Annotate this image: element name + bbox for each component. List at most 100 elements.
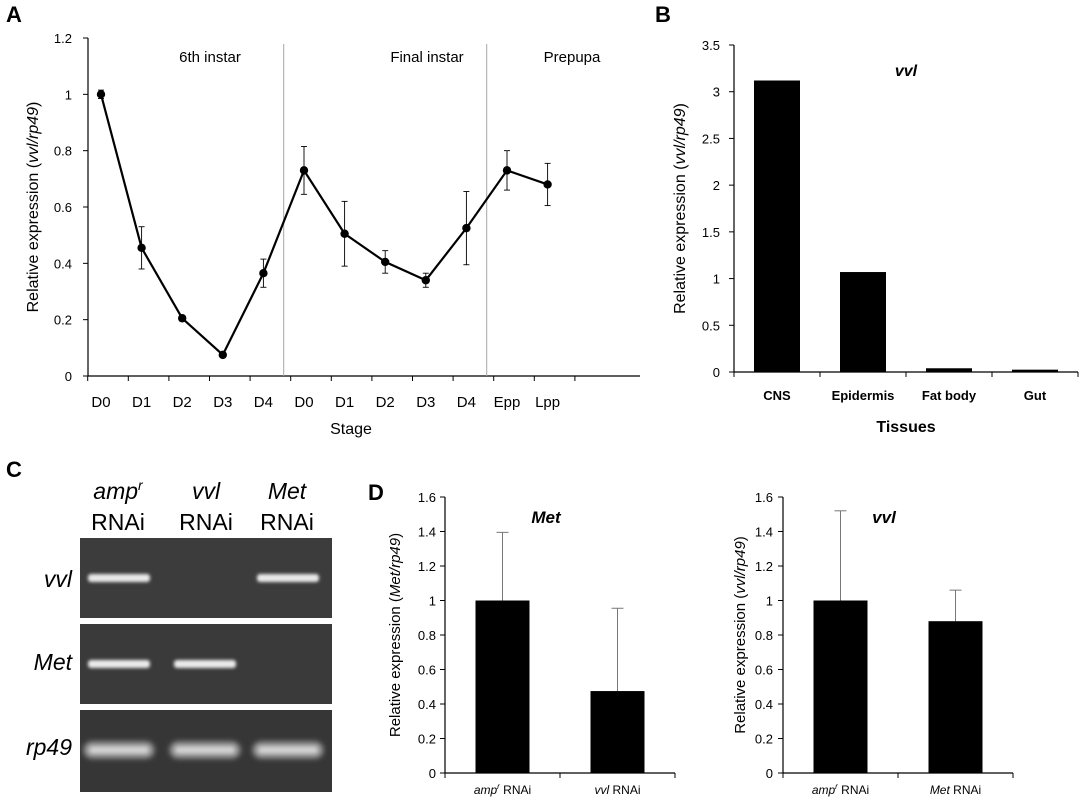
chart-b-xtick-label: Epidermis [832,388,895,403]
chart-d-met-bar [475,600,530,773]
chart-a-data-point [462,223,471,233]
chart-a-xtick-label: Lpp [535,394,560,411]
chart-b-bar [840,272,886,372]
chart-b-ytick-label: 2 [713,178,720,193]
chart-d-vvl-ytick-label: 1.4 [755,525,773,540]
panel-label-a: A [6,2,22,27]
chart-d-met-bar [590,691,645,773]
chart-d-vvl-y-label: Relative expression (vvl/rp49) [732,536,749,734]
gel-band [174,660,236,668]
chart-b-ytick-label: 1.5 [702,225,720,240]
chart-d-vvl-ytick-label: 0.2 [755,732,773,747]
chart-b-ytick-label: 3 [713,85,720,100]
chart-a-ytick-label: 0.4 [54,256,72,271]
chart-b-bar [754,80,800,372]
chart-d-met-ytick-label: 0.8 [418,628,436,643]
chart-a-xtick-label: D3 [416,394,435,411]
chart-d-vvl-title: vvl [872,508,897,527]
chart-a-xtick-label: D3 [213,394,232,411]
chart-d-vvl-bar [928,621,983,773]
gel-band-core [259,747,317,753]
gel-header-2-rnai: RNAi [179,509,233,535]
chart-a-ytick-label: 0.2 [54,313,72,328]
chart-d-met-title: Met [531,508,562,527]
chart-a-region-label: Final instar [390,49,463,66]
panel-d-vvl-bar-chart: 0 0.2 0.4 0.6 0.8 1 1.2 1.4 1.6 ampr RNAi Met RNAi… [732,490,1014,797]
chart-a-y-label: Relative expression (vvl/rp49) [25,102,42,313]
chart-d-vvl-ytick-label: 1.2 [755,559,773,574]
gel-header-3-rnai: RNAi [260,509,314,535]
chart-a-ytick-label: 0.6 [54,200,72,215]
gel-band-core [176,747,234,753]
chart-a-data-point [421,276,430,285]
chart-d-met-ytick-label: 0.6 [418,663,436,678]
chart-d-vvl-ytick-label: 1.6 [755,490,773,505]
chart-d-met-xtick-label: ampr RNAi [474,782,531,797]
panel-label-b: B [655,2,671,27]
chart-a-xtick-label: D1 [132,394,151,411]
chart-a-data-point [502,166,512,175]
chart-d-met-ytick-label: 1.6 [418,490,436,505]
chart-d-met-ytick-label: 0.2 [418,732,436,747]
chart-d-vvl-ytick-label: 0.6 [755,663,773,678]
gel-band [88,660,150,668]
gel-header-1: ampr [93,477,144,504]
chart-b-xtick-label: CNS [763,388,791,403]
chart-a-data-point [340,229,349,238]
chart-b-ytick-label: 0 [713,365,720,380]
chart-d-met-ytick-label: 1.2 [418,559,436,574]
chart-b-ytick-label: 2.5 [702,131,720,146]
chart-a-data-point [178,314,187,323]
gel-band [257,574,319,582]
chart-d-met-xtick-label: vvl RNAi [594,783,640,797]
chart-a-ytick-label: 0.8 [54,144,72,159]
chart-a-xtick-label: D4 [457,394,476,411]
chart-a-xtick-label: Epp [494,394,521,411]
gel-band-core [90,747,148,753]
chart-a-xtick-label: D1 [335,394,354,411]
chart-d-met-ytick-label: 1 [429,594,436,609]
chart-a-data-point [381,257,390,267]
chart-a-ytick-label: 1.2 [54,31,72,46]
panel-d-met-bar-chart: 0 0.2 0.4 0.6 0.8 1 1.2 1.4 1.6 ampr RNAi vvl RNAi… [387,490,676,797]
panel-a-line-chart: 0 0.2 0.4 0.6 0.8 1 1.2 D0 D1 D2 D3 D4 D0 D1 D2 D3 D4 Epp… [25,31,640,438]
chart-a-x-label: Stage [330,421,372,438]
gel-row-label-rp49: rp49 [26,734,72,760]
panel-c-gel: ampr RNAi vvl RNAi Met RNAi vvl Met rp49 [26,477,332,792]
panel-label-c: C [6,457,22,482]
chart-b-ytick-label: 0.5 [702,318,720,333]
chart-a-region-label: 6th instar [179,49,241,66]
chart-d-vvl-bar [813,600,868,773]
chart-a-data-point [218,350,227,360]
chart-d-vvl-xtick-label: ampr RNAi [812,782,869,797]
chart-a-region-label: Prepupa [544,49,601,66]
chart-a-xtick-label: D2 [376,394,395,411]
chart-a-xtick-label: D0 [294,394,313,411]
gel-row-label-vvl: vvl [44,566,73,592]
panel-b-bar-chart: 0 0.5 1 1.5 2 2.5 3 3.5 CNS Epidermis Fat body Gut v… [672,38,1079,436]
chart-b-title: vvl [895,63,918,80]
chart-a-data-point [96,90,106,99]
chart-b-xtick-label: Gut [1024,388,1047,403]
chart-b-bar [926,368,972,372]
gel-header-3: Met [268,478,308,504]
chart-b-xtick-label: Fat body [922,388,977,403]
chart-a-data-point [259,268,268,278]
chart-a-xtick-label: D2 [173,394,192,411]
chart-a-series-line [99,94,548,357]
chart-d-vvl-ytick-label: 1 [766,594,773,609]
gel-header-2: vvl [192,478,221,504]
chart-b-ytick-label: 3.5 [702,38,720,53]
panel-label-d: D [368,480,384,505]
chart-d-vvl-ytick-label: 0 [766,766,773,781]
chart-b-ytick-label: 1 [713,272,720,287]
chart-d-vvl-ytick-label: 0.8 [755,628,773,643]
chart-a-data-point [137,243,146,253]
chart-d-met-y-label: Relative expression (Met/rp49) [387,533,404,737]
chart-b-y-label: Relative expression (vvl/rp49) [672,103,689,314]
chart-a-data-point [299,166,309,175]
chart-a-ytick-label: 0 [65,369,72,384]
chart-a-ytick-label: 1 [65,87,72,102]
chart-d-met-ytick-label: 0.4 [418,697,436,712]
